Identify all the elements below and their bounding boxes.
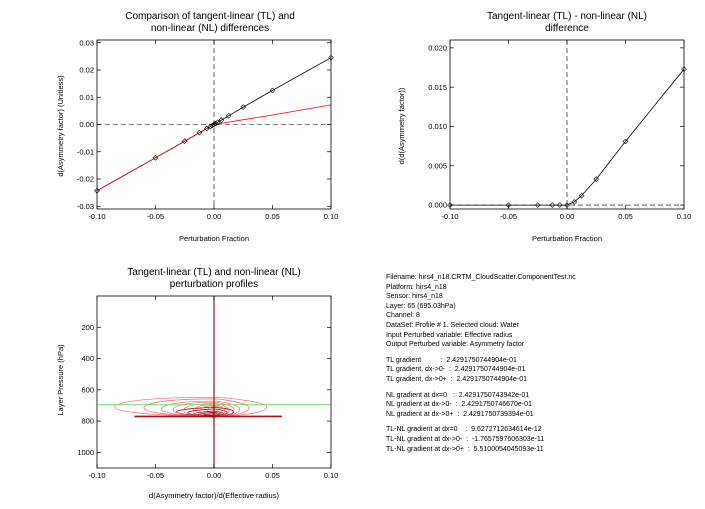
info-tl-gradient-minus: TL gradient, dx->0- : 2.4291750744904e-0… [386, 366, 526, 374]
tl-minus-nl-point [622, 138, 629, 145]
tr-panel-title-line2: difference [545, 23, 589, 34]
nl-difference-point [203, 125, 210, 132]
info-diff-gradient-minus: TL-NL gradient at dx->0- : -1.7657597606… [386, 435, 545, 443]
bl-panel-y-tick-label: 600 [81, 385, 94, 394]
bl-panel-y-tick-label: 200 [81, 323, 94, 332]
tl-difference-series-line [96, 104, 332, 192]
info-channel: Channel: 8 [386, 312, 420, 320]
nl-difference-point [218, 117, 225, 123]
tl-minus-nl-point [534, 202, 541, 208]
bl-panel-x-tick-label: -0.10 [88, 471, 105, 480]
tl-panel-y-tick-label: 0.02 [79, 66, 94, 75]
info-tl-gradient-plus: TL gradient, dx->0+ : 2.4291750744904e-0… [386, 375, 528, 383]
tr-panel-y-tick-label: 0.020 [428, 43, 447, 52]
tr-panel-y-tick-label: 0.000 [428, 201, 447, 210]
info-nl-gradient-plus: NL gradient at dx->0+ : 2.4291750739394e… [386, 410, 534, 418]
nl-difference-point [240, 104, 247, 110]
perturbation-profiles-panel: Tangent-linear (TL) and non-linear (NL) … [56, 267, 338, 500]
tl-minus-nl-point [593, 176, 600, 182]
bl-panel-y-tick-label: 1000 [77, 448, 94, 457]
nl-difference-point [209, 122, 215, 129]
tr-panel-x-tick-label: 0.05 [618, 212, 633, 221]
tl-nl-comparison-panel: Comparison of tangent-linear (TL) and no… [56, 11, 338, 243]
info-nl-gradient-minus: NL gradient at dx->0- : 2.4291750746670e… [386, 401, 532, 409]
tl-panel-y-tick-label: 0.03 [79, 38, 94, 47]
bl-panel-x-tick-label: 0.00 [207, 471, 222, 480]
tr-panel-x-tick-label: -0.05 [500, 212, 517, 221]
tl-minus-nl-difference-panel: Tangent-linear (TL) - non-linear (NL) di… [397, 11, 691, 243]
tr-panel-y-tick-label: 0.005 [428, 161, 447, 170]
tr-panel-title-line1: Tangent-linear (TL) - non-linear (NL) [487, 11, 647, 22]
tl-minus-nl-point [549, 202, 556, 208]
tl-panel-y-tick-label: 0.00 [79, 120, 94, 129]
info-filename: Filename: hirs4_n18.CRTM_CloudScatter.Co… [386, 274, 576, 281]
bl-panel-x-tick-label: 0.05 [265, 471, 280, 480]
bl-panel-x-tick-label: 0.10 [324, 471, 339, 480]
nl-difference-point [214, 119, 221, 126]
info-diff-gradient-plus: TL-NL gradient at dx->0+ : 5.51000540450… [386, 445, 544, 453]
tl-panel-title-line1: Comparison of tangent-linear (TL) and [125, 11, 295, 22]
tl-minus-nl-point [556, 202, 563, 208]
nl-difference-point [152, 154, 159, 161]
tl-panel-y-tick-label: -0.01 [77, 147, 94, 156]
tr-panel-x-tick-label: 0.00 [560, 212, 575, 221]
tr-panel-x-axis-label: Perturbation Fraction [532, 234, 602, 243]
bl-panel-x-tick-label: -0.05 [147, 471, 164, 480]
tl-panel-x-tick-label: 0.05 [265, 212, 280, 221]
nl-difference-point [269, 87, 276, 94]
bl-panel-x-axis-label: d(Asymmetry factor)/d(Effective radius) [149, 491, 279, 500]
tr-panel-y-tick-label: 0.015 [428, 83, 447, 92]
tl-panel-x-tick-label: 0.10 [324, 212, 339, 221]
tl-panel-x-tick-label: 0.00 [207, 212, 222, 221]
tl-panel-y-tick-label: -0.02 [77, 175, 94, 184]
nl-difference-point [213, 120, 219, 127]
info-nl-gradient: NL gradient at dx=0 : 2.4291750743942e-0… [386, 391, 530, 399]
bl-panel-y-tick-label: 400 [81, 354, 94, 363]
tr-panel-x-tick-label: -0.10 [441, 212, 458, 221]
bl-panel-title-line2: perturbation profiles [170, 279, 258, 290]
tl-minus-nl-point [571, 199, 578, 205]
tl-panel-title-line2: non-linear (NL) differences [151, 23, 269, 34]
tl-panel-x-axis-label: Perturbation Fraction [179, 234, 249, 243]
info-layer: Layer: 65 (695.03hPa) [386, 302, 456, 310]
tl-panel-x-tick-label: -0.05 [147, 212, 164, 221]
bl-panel-title-line1: Tangent-linear (TL) and non-linear (NL) [127, 267, 300, 278]
info-output-variable: Output Perturbed variable: Asymmetry fac… [386, 341, 525, 349]
nl-difference-point [181, 138, 188, 144]
tl-panel-x-tick-label: -0.10 [88, 212, 105, 221]
tr-panel-x-tick-label: 0.10 [677, 212, 692, 221]
info-text-block: Filename: hirs4_n18.CRTM_CloudScatter.Co… [386, 273, 702, 454]
nl-difference-point [225, 112, 232, 119]
info-diff-gradient: TL-NL gradient at dx=0 : 9.6272712634614… [386, 426, 542, 434]
info-input-variable: Input Perturbed variable: Effective radi… [386, 331, 513, 339]
info-sensor: Sensor: hirs4_n18 [386, 293, 443, 301]
nl-difference-point [211, 121, 217, 128]
info-platform: Platform: hirs4_n18 [386, 283, 447, 291]
nl-profile-curve [114, 396, 268, 417]
tl-panel-y-axis-label: d(Asymmetry factor) (Unitless) [56, 75, 65, 177]
tr-panel-y-tick-label: 0.010 [428, 122, 447, 131]
info-tl-gradient: TL gradient : 2.4291750744904e-01 [386, 356, 517, 364]
bl-panel-y-axis-label: Layer Pressure (hPa) [56, 344, 65, 416]
info-dataset: DataSet: Profile # 1. Selected cloud: Wa… [386, 321, 519, 329]
nl-difference-point [196, 129, 203, 136]
tr-panel-y-axis-label: d(d(Asymmetry factor)) [397, 87, 406, 164]
tl-panel-y-tick-label: 0.01 [79, 93, 94, 102]
nl-difference-point [207, 123, 214, 130]
tl-panel-y-tick-label: -0.03 [77, 202, 94, 211]
tl-minus-nl-point [578, 192, 585, 199]
bl-panel-y-tick-label: 800 [81, 417, 94, 426]
